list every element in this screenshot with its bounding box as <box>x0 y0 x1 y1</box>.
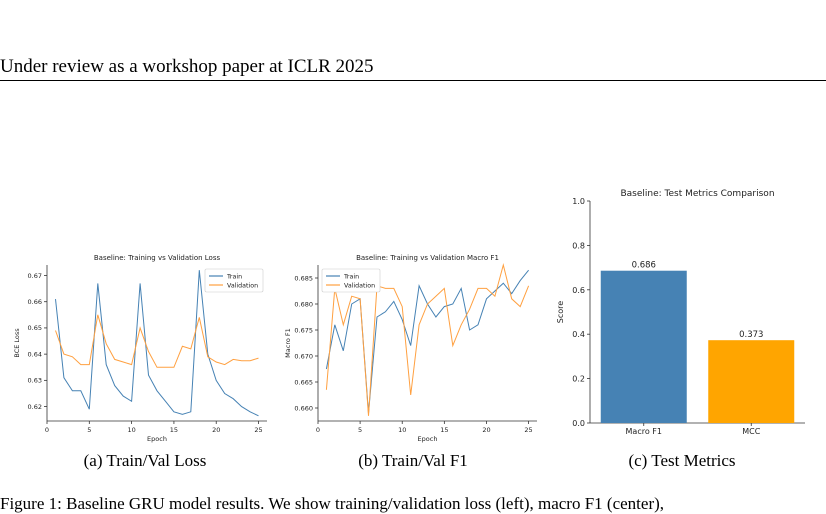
chart-title: Baseline: Test Metrics Comparison <box>620 189 774 199</box>
y-tick-label: 0.680 <box>294 300 313 308</box>
bar-data-label: 0.373 <box>739 330 763 340</box>
f1-chart: Baseline: Training vs Validation Macro F… <box>284 254 537 443</box>
x-tick-label: 15 <box>440 426 448 434</box>
series-line-validation <box>325 263 530 416</box>
bar-macro-f1 <box>600 270 687 423</box>
series-line-validation <box>55 314 259 368</box>
x-axis-label: Epoch <box>147 435 167 443</box>
y-tick-label: 0.4 <box>572 330 585 339</box>
legend-box <box>321 268 381 293</box>
y-axis-label: Macro F1 <box>284 328 292 358</box>
y-tick-label: 0.685 <box>294 274 313 282</box>
y-tick-label: 0.66 <box>28 298 42 306</box>
legend-label-validation: Validation <box>227 282 258 289</box>
x-tick-label: Macro F1 <box>626 427 662 436</box>
x-tick-label: 15 <box>170 426 178 434</box>
x-tick-label: 20 <box>212 426 220 434</box>
chart-title: Baseline: Training vs Validation Macro F… <box>356 254 499 262</box>
header-rule <box>0 80 826 81</box>
x-tick-label: 5 <box>358 426 362 434</box>
bar-data-label: 0.686 <box>632 261 656 271</box>
test-metrics-chart: Baseline: Test Metrics Comparison 0.0 0.2 0… <box>556 189 805 436</box>
caption-b: (b) Train/Val F1 <box>358 451 468 470</box>
y-tick-label: 0.660 <box>294 404 313 412</box>
x-tick-label: 10 <box>127 426 135 434</box>
series-line-train <box>55 270 259 417</box>
y-tick-label: 0.63 <box>28 377 42 385</box>
legend-label-train: Train <box>226 273 242 280</box>
figure-caption-text: Figure 1: Baseline GRU model results. We… <box>0 494 665 513</box>
x-tick-label: 25 <box>254 426 262 434</box>
y-tick-label: 0.8 <box>572 241 585 250</box>
y-tick-label: 0.65 <box>28 324 42 332</box>
x-tick-label: 20 <box>482 426 490 434</box>
x-tick-label: 25 <box>524 426 532 434</box>
caption-c: (c) Test Metrics <box>628 451 736 470</box>
y-tick-label: 0.64 <box>28 350 42 358</box>
legend-label-validation: Validation <box>344 282 375 289</box>
legend-box <box>204 268 264 293</box>
y-tick-label: 0.675 <box>294 326 313 334</box>
y-tick-label: 0.62 <box>28 403 42 411</box>
chart-title: Baseline: Training vs Validation Loss <box>94 254 221 262</box>
x-axis-label: Epoch <box>418 435 438 443</box>
paper-header: Under review as a workshop paper at ICLR… <box>0 56 374 77</box>
y-axis-label: Score <box>556 301 565 323</box>
legend-label-train: Train <box>343 273 359 280</box>
bar-mcc <box>708 340 795 423</box>
y-tick-label: 0.665 <box>294 378 313 386</box>
y-axis-label: BCE Loss <box>13 328 21 358</box>
loss-chart: Baseline: Training vs Validation Loss 0 5 1… <box>13 254 267 443</box>
y-tick-label: 0.670 <box>294 352 313 360</box>
y-tick-label: 0.6 <box>572 286 585 295</box>
x-tick-label: MCC <box>742 427 760 436</box>
x-tick-label: 0 <box>316 426 320 434</box>
x-tick-label: 5 <box>87 426 91 434</box>
x-tick-label: 10 <box>398 426 406 434</box>
caption-a: (a) Train/Val Loss <box>83 451 207 470</box>
y-tick-label: 0.0 <box>572 419 585 428</box>
y-tick-label: 0.67 <box>28 272 42 280</box>
y-tick-label: 0.2 <box>572 375 585 384</box>
x-tick-label: 0 <box>45 426 49 434</box>
y-tick-label: 1.0 <box>572 197 585 206</box>
